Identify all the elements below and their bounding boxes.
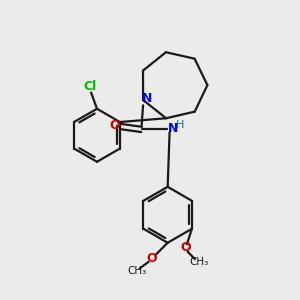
Text: N: N [168,122,178,135]
Text: O: O [146,252,157,266]
Text: Cl: Cl [83,80,96,93]
Text: O: O [181,242,191,254]
Text: N: N [141,92,152,105]
Text: O: O [109,119,120,132]
Text: CH₃: CH₃ [127,266,146,276]
Text: CH₃: CH₃ [190,257,209,267]
Text: H: H [176,120,184,130]
